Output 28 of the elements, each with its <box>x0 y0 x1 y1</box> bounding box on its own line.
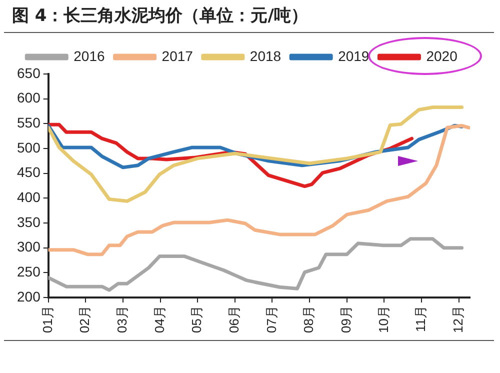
x-tick-label: 04月 <box>152 306 167 334</box>
chart-title: 图 4：长三角水泥均价（单位：元/吨） <box>12 5 308 27</box>
x-tick-label: 02月 <box>77 306 92 334</box>
y-tick-label: 450 <box>17 164 41 180</box>
y-tick-label: 300 <box>17 238 41 255</box>
x-tick-label: 08月 <box>301 306 316 334</box>
y-tick-label: 550 <box>17 114 41 131</box>
x-tick-label: 07月 <box>264 306 279 334</box>
x-tick-label: 05月 <box>189 306 204 334</box>
y-tick-label: 600 <box>17 90 41 106</box>
x-tick-label: 12月 <box>450 306 466 334</box>
x-tick-label: 03月 <box>114 306 130 334</box>
y-tick-label: 350 <box>17 214 41 230</box>
x-tick-label: 10月 <box>376 306 391 334</box>
x-tick-label: 11月 <box>413 306 428 332</box>
x-tick-label: 06月 <box>226 306 242 334</box>
y-tick-label: 650 <box>17 64 41 81</box>
y-tick-label: 400 <box>17 189 41 206</box>
legend-label: 2019 <box>338 48 370 64</box>
legend-label: 2016 <box>74 48 105 64</box>
legend-label: 2018 <box>250 48 282 64</box>
y-tick-label: 250 <box>17 264 41 280</box>
legend-label: 2017 <box>162 48 194 64</box>
x-tick-label: 01月 <box>40 306 55 334</box>
y-tick-label: 200 <box>17 288 41 304</box>
x-tick-label: 09月 <box>338 306 354 334</box>
y-tick-label: 500 <box>17 139 41 156</box>
legend-label: 2020 <box>426 48 458 64</box>
